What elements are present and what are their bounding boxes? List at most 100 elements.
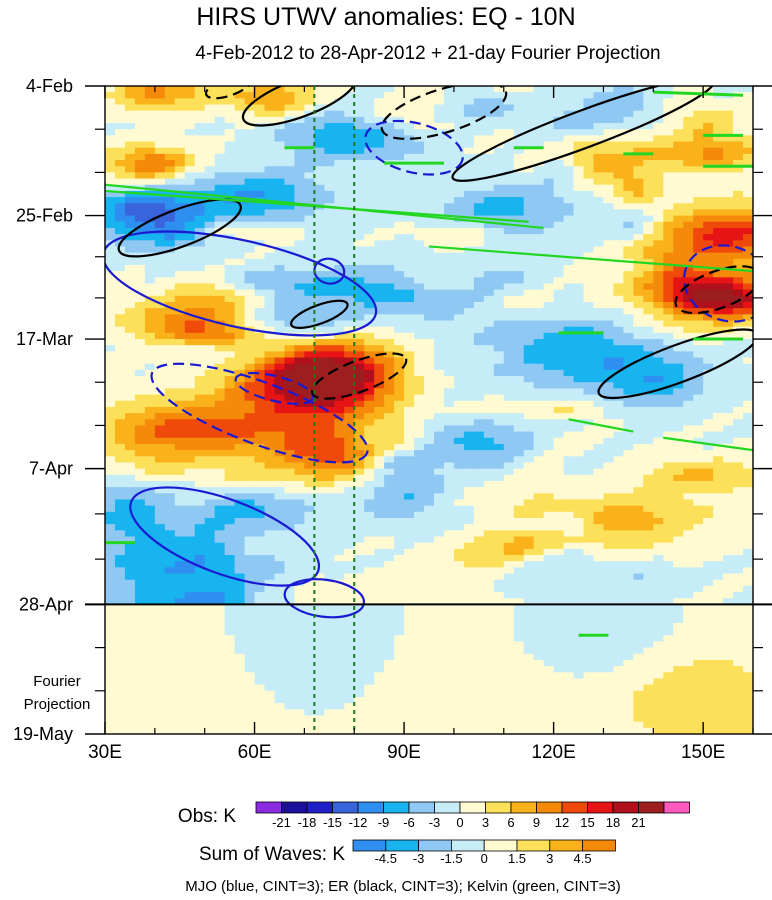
anomaly-cell [394,480,405,488]
anomaly-cell [314,326,325,334]
anomaly-cell [613,456,624,464]
anomaly-cell [294,462,305,470]
anomaly-cell [583,129,595,136]
anomaly-cell [374,524,385,531]
anomaly-cell [483,524,495,531]
anomaly-cell [463,240,475,248]
anomaly-cell [503,480,515,488]
anomaly-cell [424,172,435,180]
anomaly-cell [254,555,266,562]
anomaly-cell [204,548,216,556]
anomaly-cell [693,86,704,93]
anomaly-cell [234,474,246,482]
anomaly-cell [623,511,634,519]
anomaly-cell [653,388,664,396]
anomaly-cell [164,474,176,482]
anomaly-cell [623,209,634,217]
anomaly-cell [513,505,525,513]
anomaly-cell [703,363,714,371]
anomaly-cell [114,363,126,371]
anomaly-cell [114,400,126,408]
anomaly-cell [513,302,525,309]
anomaly-cell [334,332,345,340]
anomaly-cell [334,289,345,297]
anomaly-cell [274,462,286,470]
anomaly-cell [154,302,166,309]
anomaly-cell [683,197,694,204]
anomaly-cell [114,129,126,136]
anomaly-cell [364,98,375,106]
anomaly-cell [244,178,256,186]
anomaly-cell [105,289,116,297]
anomaly-cell [364,308,375,315]
anomaly-cell [573,264,585,272]
anomaly-cell [453,345,465,352]
anomaly-cell [264,289,276,297]
anomaly-cell [663,536,674,544]
anomaly-cell [733,86,744,93]
anomaly-cell [573,246,585,254]
anomaly-cell [204,326,216,334]
anomaly-cell [443,203,455,211]
anomaly-cell [483,505,495,513]
anomaly-cell [404,505,415,513]
anomaly-cell [224,178,236,186]
anomaly-cell [683,443,694,451]
anomaly-cell [473,160,485,167]
anomaly-cell [443,388,455,396]
anomaly-cell [483,240,495,248]
anomaly-cell [703,110,714,118]
anomaly-cell [653,283,664,291]
anomaly-cell [384,351,395,359]
anomaly-cell [394,221,405,229]
anomaly-cell [683,277,694,285]
anomaly-cell [194,456,206,464]
anomaly-cell [164,462,176,470]
anomaly-cell [404,511,415,519]
anomaly-cell [384,264,395,272]
anomaly-cell [683,419,694,427]
anomaly-cell [463,536,475,544]
anomaly-cell [404,271,415,278]
anomaly-cell [743,406,753,414]
anomaly-cell [473,363,485,371]
anomaly-cell [453,271,465,278]
anomaly-cell [184,524,196,531]
anomaly-cell [214,431,226,439]
anomaly-cell [603,104,615,112]
anomaly-cell [683,505,694,513]
anomaly-cell [513,437,525,445]
anomaly-cell [553,425,565,433]
anomaly-cell [613,351,624,359]
anomaly-cell [593,487,605,494]
anomaly-cell [394,246,405,254]
anomaly-cell [643,295,654,303]
anomaly-cell [533,555,545,562]
anomaly-cell [214,351,226,359]
anomaly-cell [274,240,286,248]
anomaly-cell [693,271,704,278]
anomaly-cell [653,197,664,204]
anomaly-cell [563,339,575,346]
anomaly-cell [463,388,475,396]
anomaly-cell [633,141,644,149]
anomaly-cell [733,425,744,433]
anomaly-cell [433,351,445,359]
anomaly-cell [543,456,555,464]
anomaly-cell [693,511,704,519]
anomaly-cell [324,555,335,562]
anomaly-cell [523,86,535,93]
anomaly-cell [473,542,485,550]
anomaly-cell [334,326,345,334]
anomaly-cell [374,153,385,161]
anomaly-cell [703,172,714,180]
anomaly-cell [473,264,485,272]
anomaly-cell [523,394,535,402]
anomaly-cell [443,394,455,402]
anomaly-cell [184,209,196,217]
anomaly-cell [483,129,495,136]
anomaly-cell [653,345,664,352]
anomaly-cell [633,474,644,482]
anomaly-cell [184,425,196,433]
anomaly-cell [473,129,485,136]
